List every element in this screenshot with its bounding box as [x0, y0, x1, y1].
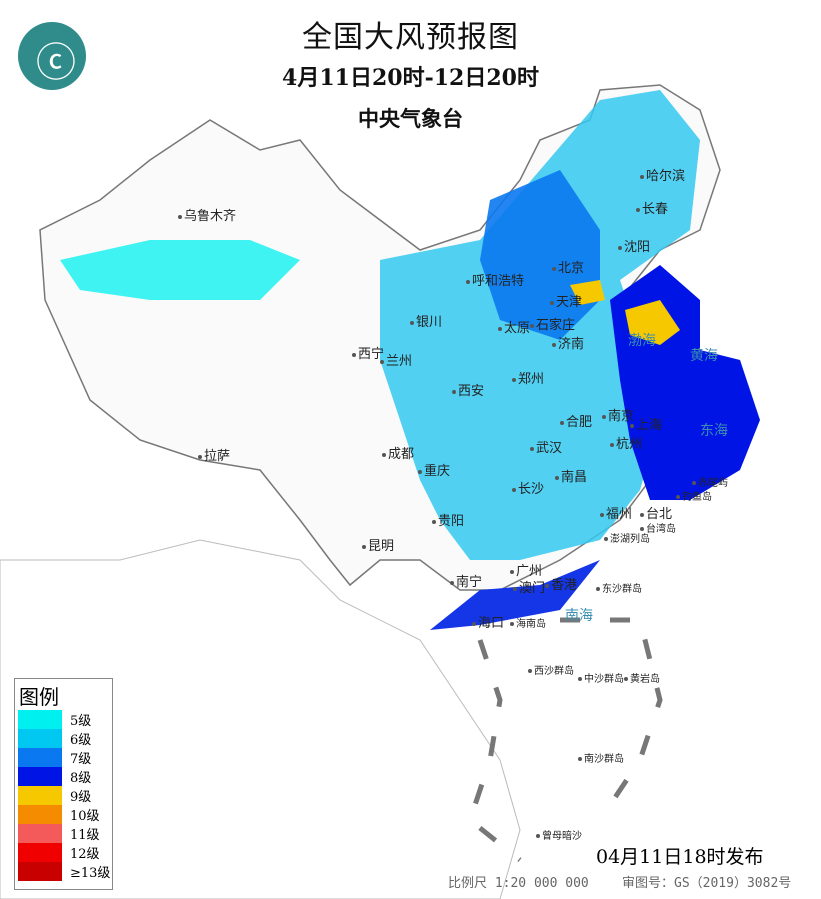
legend-swatch	[18, 824, 62, 843]
dragon-icon: ⓒ	[36, 40, 76, 86]
legend-label: ≥13级	[70, 866, 111, 881]
legend-label: 10级	[70, 809, 100, 824]
forecast-period: 4月11日20时-12日20时	[282, 65, 539, 91]
city-label: 武汉	[530, 437, 562, 456]
agency-name: 中央气象台	[358, 106, 463, 131]
city-label: 南昌	[555, 466, 587, 485]
city-label: 南宁	[450, 571, 482, 590]
city-label: 香港	[545, 574, 577, 593]
legend-swatch	[18, 710, 62, 729]
city-label: 拉萨	[198, 445, 230, 464]
wind-level-9-bohai	[625, 300, 680, 345]
legend: 图例 5级 6级 7级 8级 9级 10级 11级 12级 ≥13级	[14, 678, 113, 890]
legend-label: 6级	[70, 733, 92, 748]
island-label: 曾母暗沙	[536, 827, 582, 842]
island-label: 黄岩岛	[624, 670, 660, 685]
city-label: 福州	[600, 503, 632, 522]
legend-label: 12级	[70, 847, 100, 862]
legend-swatch	[18, 862, 62, 881]
legend-item: ≥13级	[15, 862, 112, 881]
island-label: 西沙群岛	[528, 662, 574, 677]
legend-item: 6级	[15, 729, 112, 748]
city-label: 哈尔滨	[640, 165, 685, 184]
legend-swatch	[18, 729, 62, 748]
island-label: 澎湖列岛	[604, 530, 650, 545]
city-label: 上海	[630, 414, 662, 433]
legend-label: 5级	[70, 714, 92, 729]
legend-swatch	[18, 805, 62, 824]
city-label: 台北	[640, 503, 672, 522]
city-label: 澳门	[513, 577, 545, 596]
legend-item: 8级	[15, 767, 112, 786]
city-label: 沈阳	[618, 236, 650, 255]
city-label: 广州	[510, 560, 542, 579]
legend-label: 9级	[70, 790, 92, 805]
legend-item: 10级	[15, 805, 112, 824]
cma-logo: ⓒ	[18, 22, 86, 90]
legend-swatch	[18, 767, 62, 786]
legend-item: 7级	[15, 748, 112, 767]
city-label: 海口	[472, 612, 504, 631]
legend-title: 图例	[19, 685, 59, 709]
legend-swatch	[18, 748, 62, 767]
city-label: 昆明	[362, 535, 394, 554]
island-label: 东沙群岛	[596, 580, 642, 595]
legend-item: 12级	[15, 843, 112, 862]
city-label: 南京	[602, 405, 634, 424]
island-label: 台湾岛	[640, 520, 676, 535]
sea-label: 黄海	[690, 348, 718, 364]
city-label: 西安	[452, 380, 484, 399]
map-scale: 比例尺 1:20 000 000	[448, 876, 589, 891]
legend-swatch	[18, 786, 62, 805]
legend-swatch	[18, 843, 62, 862]
city-label: 天津	[550, 291, 582, 310]
legend-item: 9级	[15, 786, 112, 805]
sea-label: 南海	[565, 608, 593, 624]
city-label: 石家庄	[530, 314, 575, 333]
city-label: 银川	[410, 311, 442, 330]
sea-label: 渤海	[628, 333, 656, 349]
wind-level-5-area	[60, 240, 300, 300]
city-label: 成都	[382, 443, 414, 462]
legend-label: 11级	[70, 828, 100, 843]
island-label: 海南岛	[510, 615, 546, 630]
city-label: 西宁	[352, 343, 384, 362]
legend-item: 5级	[15, 710, 112, 729]
city-label: 兰州	[380, 350, 412, 369]
map-title: 全国大风预报图	[302, 20, 519, 55]
island-label: 南沙群岛	[578, 750, 624, 765]
legend-label: 8级	[70, 771, 92, 786]
city-label: 济南	[552, 333, 584, 352]
city-label: 太原	[498, 317, 530, 336]
city-label: 长春	[636, 198, 668, 217]
neighbor-land	[0, 539, 521, 899]
city-label: 北京	[552, 257, 584, 276]
city-label: 杭州	[610, 433, 642, 452]
city-label: 乌鲁木齐	[178, 205, 236, 224]
city-label: 贵阳	[432, 510, 464, 529]
legend-label: 7级	[70, 752, 92, 767]
island-label: 中沙群岛	[578, 670, 624, 685]
island-label: 钓鱼岛	[676, 488, 712, 503]
approval-number: 审图号：GS（2019）3082号	[622, 876, 792, 891]
maritime-boundary	[467, 617, 663, 862]
legend-item: 11级	[15, 824, 112, 843]
city-label: 郑州	[512, 368, 544, 387]
sea-label: 东海	[700, 423, 728, 439]
city-label: 呼和浩特	[466, 270, 524, 289]
issue-time: 04月11日18时发布	[596, 846, 764, 868]
city-label: 长沙	[512, 478, 544, 497]
city-label: 重庆	[418, 460, 450, 479]
city-label: 合肥	[560, 411, 592, 430]
island-label: 赤尾屿	[692, 474, 728, 489]
